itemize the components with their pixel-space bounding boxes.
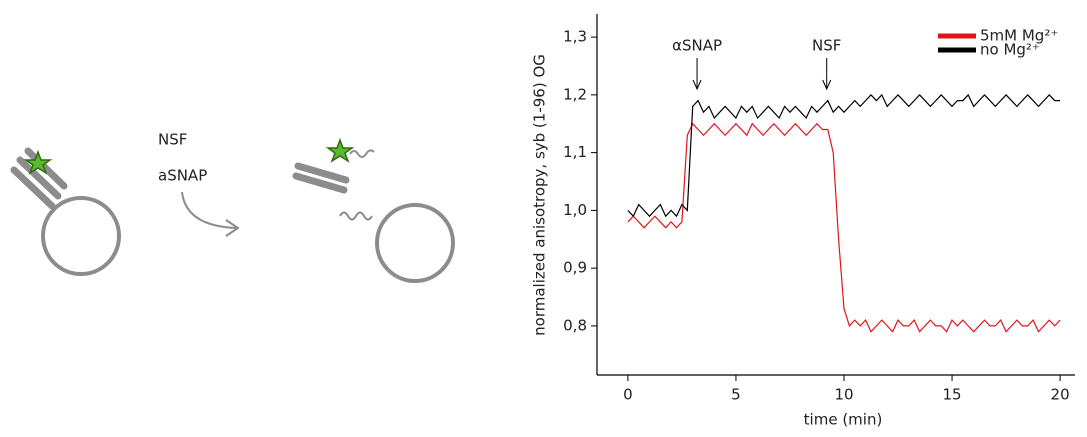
x-tick-label: 10 [834, 386, 853, 404]
y-tick-label: 0,9 [563, 259, 587, 277]
y-axis-label: normalized anisotropy, syb (1-96) OG [531, 54, 549, 336]
x-tick-label: 0 [623, 386, 633, 404]
x-tick-label: 15 [942, 386, 961, 404]
annotation: αSNAP [672, 37, 722, 55]
vesicle [41, 196, 121, 276]
x-tick-label: 20 [1051, 386, 1070, 404]
arrow-head [225, 219, 240, 237]
x-axis-label: time (min) [804, 411, 883, 429]
x-tick-label: 5 [731, 386, 741, 404]
vesicle [375, 203, 455, 283]
y-tick-label: 1,1 [563, 143, 587, 161]
data-line [627, 122, 1061, 333]
synaptobrevin-fragment [349, 149, 375, 158]
annotation-arrow-head [822, 79, 832, 91]
reaction-arrow [181, 191, 237, 229]
legend-label: 5mM Mg²⁺ [980, 27, 1058, 45]
diagram: NSF aSNAP [10, 131, 455, 283]
fluorophore [23, 149, 53, 175]
diagram-label: aSNAP [158, 167, 207, 185]
y-tick-label: 1,2 [563, 85, 587, 103]
y-tick-label: 1,0 [563, 201, 587, 219]
y-tick-label: 1,3 [563, 28, 587, 46]
snare-complex [10, 147, 68, 210]
fluorophore [325, 137, 355, 163]
annotation-arrow-head [692, 79, 702, 91]
annotation: NSF [812, 37, 841, 55]
snap25-fragment [339, 211, 373, 221]
diagram-label: NSF [158, 131, 187, 149]
legend-label: no Mg²⁺ [980, 41, 1040, 59]
disassembled-snare [292, 162, 350, 194]
y-tick-label: 0,8 [563, 316, 587, 334]
data-line [627, 93, 1061, 218]
